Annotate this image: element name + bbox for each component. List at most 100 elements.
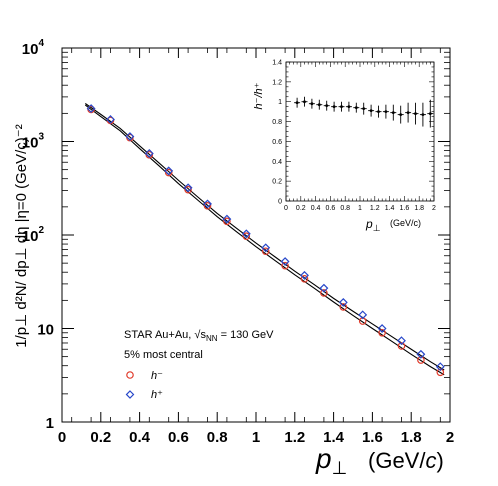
- inset-ratio-point: [325, 104, 329, 108]
- main-x-tick-label: 1.6: [362, 429, 383, 446]
- main-y-tick-label: 103: [22, 132, 45, 152]
- inset-x-tick-label: 1.4: [385, 205, 395, 212]
- inset-ratio-point: [347, 105, 351, 109]
- h-minus-point: [300, 275, 309, 283]
- inset-ratio-point: [362, 107, 366, 111]
- h-minus-point: [320, 289, 328, 297]
- h-plus-point: [241, 229, 251, 239]
- inset-y-tick-label: 0.6: [272, 139, 282, 146]
- h-minus-point: [203, 202, 212, 210]
- inset-data-points: [294, 96, 434, 128]
- h-minus-point: [436, 368, 445, 377]
- legend-h-plus-marker: [125, 390, 135, 399]
- main-x-tick-labels: 0 0.2 0.4 0.6 0.8 1 1.2 1.4 1.6 1.8 2: [58, 429, 454, 446]
- h-plus-point: [183, 183, 193, 193]
- inset-x-tick-label: 1.2: [370, 205, 380, 212]
- inset-ratio-point: [391, 111, 395, 115]
- inset-ratio-point: [332, 105, 336, 109]
- main-axis-ticks: [61, 48, 451, 423]
- main-x-tick-label: 0.8: [207, 429, 228, 446]
- legend-centrality-label: 5% most central: [124, 349, 203, 361]
- h-plus-point: [300, 270, 309, 280]
- main-y-tick-label: 102: [22, 225, 45, 245]
- legend-h-minus-label: h⁻: [151, 370, 163, 382]
- inset-x-tick-label: 0.2: [296, 205, 306, 212]
- main-x-tick-label: 1.4: [323, 429, 345, 446]
- h-plus-point: [338, 297, 348, 307]
- main-data-markers: [86, 104, 445, 377]
- inset-y-tick-label: 0: [278, 199, 282, 206]
- inset-ratio-point: [303, 100, 306, 104]
- inset-ratio-point: [295, 101, 299, 105]
- main-x-tick-label: 1.2: [284, 429, 305, 446]
- h-plus-point: [222, 214, 232, 224]
- h-minus-point: [417, 356, 425, 364]
- h-plus-point: [416, 349, 426, 359]
- h-plus-point: [377, 324, 387, 333]
- legend-h-plus-label: h⁺: [151, 389, 163, 401]
- inset-x-tick-label: 0.6: [326, 205, 336, 212]
- inset-background: [286, 62, 434, 201]
- h-minus-point: [242, 232, 251, 241]
- h-minus-point: [145, 151, 154, 159]
- h-minus-point: [184, 185, 192, 194]
- inset-ratio-point: [369, 109, 373, 113]
- inset-x-tick-label: 0.8: [340, 205, 350, 212]
- h-plus-point: [144, 149, 154, 158]
- main-x-tick-label: 2: [446, 429, 454, 446]
- inset-x-axis-label-unit: (GeV/c): [390, 218, 421, 228]
- legend-experiment-label: STAR Au+Au, √sNN = 130 GeV: [124, 329, 274, 343]
- inset-ratio-point: [384, 110, 388, 114]
- h-plus-point: [106, 115, 115, 124]
- inset-ratio-point: [354, 106, 358, 110]
- inset-y-tick-labels: 0 0.2 0.4 0.6 0.8 1 1.2 1.4: [272, 60, 282, 206]
- h-minus-point: [261, 247, 270, 256]
- inset-y-tick-label: 1.4: [272, 60, 282, 67]
- main-y-tick-labels: 1 10 102 103 104: [22, 38, 54, 432]
- main-fit-curves: [84, 103, 445, 376]
- main-fit-curve: [84, 103, 445, 371]
- h-plus-point: [358, 310, 368, 320]
- h-minus-point: [281, 261, 289, 270]
- inset-y-axis-label: h⁻/h⁺: [253, 82, 265, 109]
- h-plus-point: [435, 362, 445, 372]
- h-minus-point: [223, 217, 231, 226]
- inset-x-tick-label: 2: [432, 205, 436, 212]
- inset-ratio-point: [399, 113, 403, 117]
- legend: STAR Au+Au, √sNN = 130 GeV 5% most centr…: [124, 329, 274, 401]
- inset-x-tick-label: 1.6: [400, 205, 410, 212]
- main-x-tick-label: 1: [252, 429, 260, 446]
- inset-ratio-point: [340, 105, 343, 109]
- h-minus-point: [339, 303, 348, 311]
- h-minus-point: [164, 168, 173, 177]
- inset-x-axis-label-variable: p⊥: [365, 217, 381, 233]
- h-plus-point: [319, 283, 329, 293]
- inset-ratio-point: [421, 113, 425, 117]
- inset-ratio-point: [317, 103, 321, 107]
- h-plus-point: [397, 336, 406, 346]
- inset-ratio-point: [406, 111, 410, 115]
- main-y-axis-label: 1/p⊥ d²N/ dp⊥ dη |η=0 (GeV/c)⁻²: [13, 124, 30, 347]
- legend-h-minus-marker: [126, 371, 134, 379]
- h-plus-point: [164, 166, 174, 176]
- main-y-tick-label: 1: [46, 415, 54, 432]
- inset-x-tick-label: 1.8: [414, 205, 424, 212]
- inset-y-tick-label: 1.2: [272, 79, 282, 86]
- inset-y-tick-label: 0.4: [272, 159, 282, 166]
- h-plus-point: [203, 199, 212, 209]
- main-x-tick-label: 0.6: [168, 429, 189, 446]
- h-plus-point: [280, 257, 290, 267]
- h-minus-point: [397, 342, 406, 350]
- inset-x-tick-label: 0: [284, 205, 288, 212]
- inset-ratio-point: [428, 112, 432, 116]
- main-y-tick-label: 104: [22, 38, 45, 58]
- main-fit-curve: [84, 104, 445, 376]
- inset-ratio-point: [414, 112, 417, 116]
- inset-y-tick-label: 1: [278, 99, 282, 106]
- h-plus-point: [125, 132, 135, 141]
- main-y-tick-label: 10: [37, 322, 54, 339]
- inset-y-tick-label: 0.8: [272, 119, 282, 126]
- inset-y-tick-label: 0.2: [272, 179, 282, 186]
- inset-x-tick-labels: 0 0.2 0.4 0.6 0.8 1 1.2 1.4 1.6 1.8 2: [284, 205, 436, 212]
